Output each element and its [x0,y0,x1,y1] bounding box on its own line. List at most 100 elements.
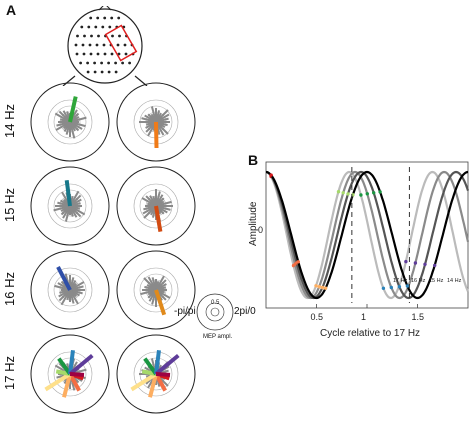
phase-bar-colored [155,372,171,377]
x-axis-label: Cycle relative to 17 Hz [320,328,420,339]
electrode-dot [86,61,89,65]
phase-dot [323,286,328,290]
phase-bar-colored [56,265,72,291]
electrode-dot [76,34,79,38]
phase-bar [69,285,84,291]
frequency-label: 16 Hz [411,278,426,284]
polar-plot [116,250,196,330]
electrode-dot [107,61,110,65]
row-label-17hz: 17 Hz [2,356,17,390]
electrode-dot [117,52,121,56]
phase-bar-colored [143,357,158,376]
electrode-dot [87,25,91,29]
electrode-dot [108,25,112,29]
panel-b-label: B [248,152,259,168]
phase-dot [365,192,369,196]
polar-plot [116,82,196,162]
phase-dot [341,191,345,195]
phase-bar-colored [57,357,72,376]
electrode-dot [103,52,107,56]
electrode-dot [110,16,114,20]
electrode-dot [107,70,111,74]
phase-bar-colored [154,289,167,316]
series-line [265,170,470,300]
x-tick-label: 1.5 [412,312,425,322]
electrode-dot [74,43,78,47]
phase-bar-colored [64,179,72,207]
polar-plot [30,82,110,162]
phase-dot [346,192,350,196]
phase-dot [269,173,273,177]
electrode-dot [102,43,106,47]
phase-bar-colored [68,353,94,376]
panel-a-label: A [6,2,17,18]
phase-bar [155,200,172,207]
electrode-dot [81,43,85,47]
phase-dot [397,285,402,289]
legend-axis-label: MEP ampl. [203,334,233,340]
phase-bar-colored [68,373,81,392]
electrode-dot [121,61,124,65]
phase-dot [336,190,341,194]
row-label-16hz: 16 Hz [2,272,17,306]
electrode-dot [95,43,99,47]
phase-bar-colored [68,349,75,375]
phase-dot [359,193,363,197]
electrode-dot [93,61,96,65]
phase-dot [296,260,300,264]
y-axis-label: Amplitude [248,201,259,246]
frequency-label: 14 Hz [447,278,462,284]
electrode-dot [114,70,118,74]
phase-dot [314,284,318,288]
polar-plot [30,250,110,330]
electrode-dot [123,43,127,47]
electrode-dot [96,52,100,56]
electrode-dot [96,16,100,20]
polar-plots-grid [30,82,196,414]
polar-plot [116,334,196,414]
electrode-dot [94,25,98,29]
legend-radius-tick: 0.5 [211,300,220,306]
electrode-dot [82,52,86,56]
electrode-dot [103,16,107,20]
phase-dot [404,259,408,264]
legend-right-label: 2pi/0 [234,306,256,317]
phase-bar-colored [154,349,161,375]
phase-dot [381,286,386,290]
frequency-label: 17 Hz [393,278,408,284]
electrode-dot [93,70,97,74]
polar-plot [30,334,110,414]
electrode-dot [75,52,79,56]
phase-dot [433,263,437,268]
x-tick-label: 0.5 [311,312,324,322]
electrode-dot [101,25,105,29]
electrode-dot [83,34,86,38]
electrode-dot [97,34,100,38]
row-label-14hz: 14 Hz [2,104,17,138]
phase-bar-colored [69,372,85,377]
electrode-dot [118,34,121,38]
electrode-dot [90,34,93,38]
electrode-dot [114,61,117,65]
phase-bar [155,117,169,123]
phase-dot [317,285,321,289]
electrode-dot [128,61,131,65]
electrode-dot [116,43,120,47]
phase-bar-colored [68,96,78,123]
electrode-dot [111,34,114,38]
frequency-label: 15 Hz [429,278,444,284]
phase-dot [320,285,325,290]
electrode-dot [110,52,114,56]
electrode-dot [80,25,84,29]
electrode-dot [79,61,82,65]
phase-line-plot: Amplitude 0 Cycle relative to 17 Hz 0.5 1… [248,161,470,339]
phase-bar-colored [148,373,158,398]
phase-bar-colored [154,121,159,149]
phase-bar-colored [130,372,158,392]
phase-dot [389,285,393,290]
phase-bar-colored [154,205,163,232]
phase-dot [405,284,410,288]
phase-bar-colored [154,373,167,392]
electrode-dot [117,16,121,20]
series-line [265,170,470,300]
